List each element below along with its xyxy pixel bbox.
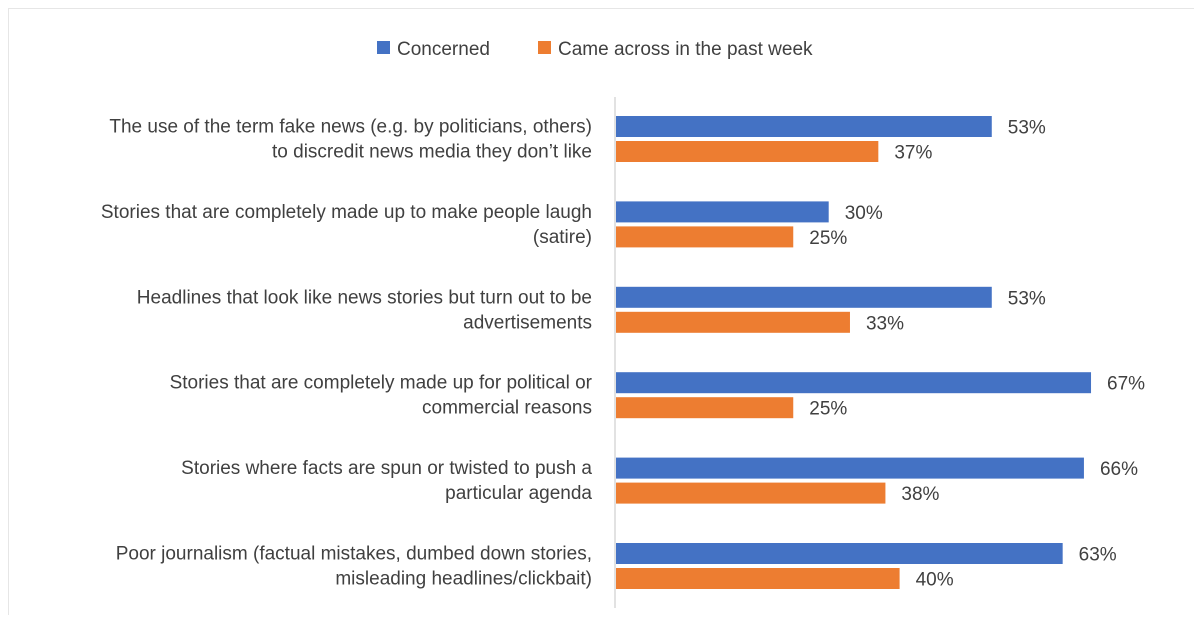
bar-came-across-4 — [616, 397, 794, 419]
category-label-4-line-2: commercial reasons — [422, 398, 592, 419]
legend-label-2: Came across in the past week — [558, 39, 813, 60]
category-label-6-line-1: Poor journalism (factual mistakes, dumbe… — [116, 544, 592, 565]
legend-swatch-2 — [538, 41, 551, 54]
category-label-2-line-1: Stories that are completely made up to m… — [101, 202, 592, 223]
bar-concerned-5 — [616, 457, 1084, 479]
category-label-6-line-2: misleading headlines/clickbait) — [335, 569, 592, 590]
value-label-came-across-5: 38% — [901, 484, 939, 505]
category-labels: The use of the term fake news (e.g. by p… — [101, 117, 593, 590]
category-label-1-line-1: The use of the term fake news (e.g. by p… — [109, 117, 592, 138]
bar-concerned-4 — [616, 372, 1092, 394]
bar-came-across-6 — [616, 568, 900, 589]
value-labels: 53% 37% 30% 25% 53% 33% 67% 25% 66% 38% 63% 40% — [809, 118, 1145, 591]
value-label-concerned-6: 63% — [1079, 545, 1117, 566]
bars — [616, 116, 1092, 589]
category-label-1-line-2: to discredit news media they don’t like — [272, 142, 592, 163]
value-label-concerned-1: 53% — [1008, 118, 1046, 139]
legend: Concerned Came across in the past week — [377, 39, 813, 60]
bar-concerned-3 — [616, 286, 992, 308]
bar-came-across-5 — [616, 482, 886, 504]
category-label-3-line-1: Headlines that look like news stories bu… — [137, 287, 592, 308]
category-label-4-line-1: Stories that are completely made up for … — [170, 373, 593, 394]
value-label-came-across-1: 37% — [894, 143, 932, 164]
bar-concerned-2 — [616, 201, 829, 223]
bar-came-across-3 — [616, 311, 850, 333]
bar-came-across-1 — [616, 141, 879, 162]
bar-concerned-6 — [616, 543, 1063, 564]
legend-swatch-1 — [377, 41, 390, 54]
value-label-concerned-2: 30% — [845, 203, 883, 224]
category-label-3-line-2: advertisements — [463, 312, 592, 333]
value-label-came-across-3: 33% — [866, 313, 904, 334]
value-label-concerned-5: 66% — [1100, 459, 1138, 480]
value-label-came-across-2: 25% — [809, 228, 847, 249]
legend-label-1: Concerned — [397, 39, 490, 60]
value-label-concerned-3: 53% — [1008, 288, 1046, 309]
bar-concerned-1 — [616, 116, 992, 137]
value-label-concerned-4: 67% — [1107, 374, 1145, 395]
bar-came-across-2 — [616, 226, 794, 248]
category-label-5-line-2: particular agenda — [445, 483, 592, 504]
chart-frame — [8, 8, 1194, 615]
category-label-2-line-2: (satire) — [533, 227, 592, 248]
value-label-came-across-4: 25% — [809, 399, 847, 420]
value-label-came-across-6: 40% — [916, 570, 954, 591]
category-label-5-line-1: Stories where facts are spun or twisted … — [181, 458, 592, 479]
